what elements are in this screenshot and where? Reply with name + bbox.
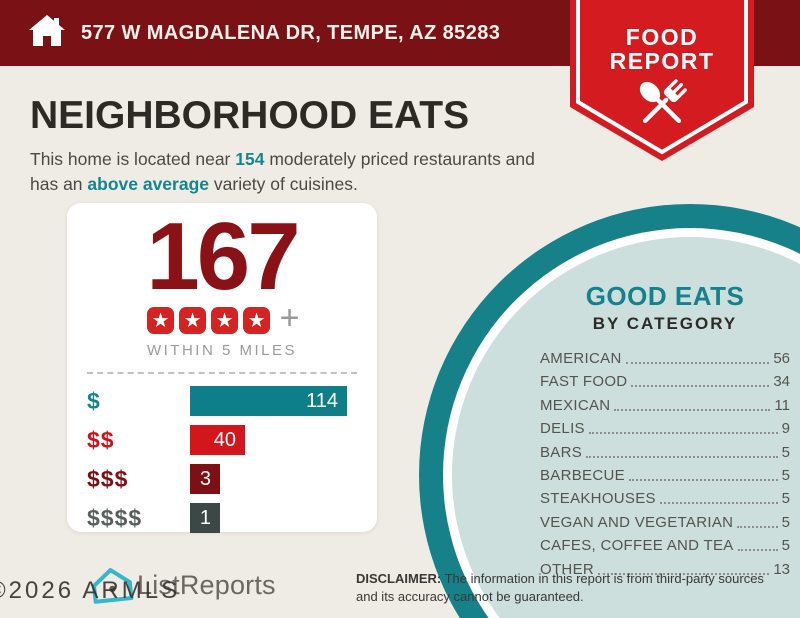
restaurant-count-card: 167 ★ ★ ★ ★ + WITHIN 5 MILES $ 114 $$ 40… (67, 203, 377, 534)
price-tier-label: $$$$ (87, 504, 143, 531)
bar-value: 1 (199, 506, 211, 529)
category-leader (631, 385, 770, 388)
page-title: NEIGHBORHOOD EATS (30, 94, 470, 137)
category-value: 5 (781, 513, 790, 531)
disclaimer-label: DISCLAIMER: (356, 571, 442, 586)
bar-value: 40 (213, 428, 236, 451)
category-leader (598, 572, 770, 575)
category-value: 56 (773, 350, 790, 367)
bar: 40 (190, 425, 245, 456)
bar-row: $$$$ 1 (87, 503, 377, 534)
category-leader (737, 525, 778, 528)
category-row: STEAKHOUSES 5 (540, 490, 790, 507)
category-leader (614, 408, 771, 411)
category-label: VEGAN AND VEGETARIAN (540, 513, 734, 531)
intro-text: This home is located near 154 moderately… (30, 147, 560, 197)
category-value: 5 (781, 537, 790, 555)
intro-pre: This home is located near (30, 149, 236, 169)
category-list: AMERICAN 56 FAST FOOD 34 MEXICAN 11 DELIS 9 … (540, 350, 790, 578)
category-value: 5 (781, 443, 790, 461)
category-row: AMERICAN 56 (540, 350, 790, 367)
price-tier-label: $$ (87, 426, 115, 453)
bar-row: $$ 40 (87, 425, 377, 456)
category-label: AMERICAN (540, 350, 622, 367)
category-leader (625, 362, 770, 364)
bar-row: $$$ 3 (87, 464, 377, 495)
price-tier-bar-chart: $ 114 $$ 40 $$$ 3 $$$$ 1 (87, 386, 377, 534)
good-eats-subtitle: BY CATEGORY (592, 314, 738, 333)
category-row: CAFES, COFFEE AND TEA 5 (540, 537, 790, 554)
good-eats-panel: GOOD EATS BY CATEGORY AMERICAN 56 FAST FO… (540, 281, 790, 584)
category-row: BARS 5 (540, 444, 790, 461)
star-icon: ★ (147, 306, 175, 334)
intro-count: 154 (235, 149, 265, 169)
category-value: 5 (781, 490, 790, 508)
intro-highlight: above average (87, 173, 210, 194)
listreports-logo: ListReports (90, 566, 276, 604)
plus-icon: + (279, 299, 300, 338)
category-value: 9 (781, 420, 790, 438)
category-row: MEXICAN 11 (540, 397, 790, 414)
category-value: 11 (774, 396, 790, 414)
utensils-icon (639, 79, 687, 124)
category-label: MEXICAN (540, 396, 611, 414)
total-count: 167 (146, 203, 300, 310)
price-tier-label: $$$ (87, 465, 129, 492)
bar-value: 3 (199, 467, 211, 490)
property-address: 577 W MAGDALENA DR, TEMPE, AZ 85283 (81, 21, 501, 44)
category-leader (659, 502, 778, 505)
category-label: BARBECUE (540, 466, 625, 484)
category-label: BARS (540, 443, 583, 461)
category-leader (586, 455, 778, 458)
category-value: 34 (773, 373, 790, 391)
intro-mid: moderately priced restaurants and has an (30, 149, 535, 194)
food-report-badge: FOOD REPORT (570, 0, 754, 166)
category-label: CAFES, COFFEE AND TEA (540, 537, 734, 555)
listreports-house-icon (91, 568, 134, 604)
category-label: STEAKHOUSES (540, 490, 656, 508)
home-icon (28, 14, 66, 53)
star-icon: ★ (211, 306, 239, 334)
bar-value: 114 (306, 389, 338, 412)
category-row: DELIS 9 (540, 420, 790, 437)
category-label: OTHER (540, 560, 594, 578)
badge-shape (570, 0, 754, 161)
badge-title-line2: REPORT (609, 48, 715, 75)
bar: 3 (190, 464, 220, 495)
category-value: 5 (781, 466, 790, 484)
star-rating: ★ ★ ★ ★ + (67, 301, 377, 335)
bar: 1 (190, 503, 220, 534)
disclaimer-text: The information in this report is from t… (356, 571, 764, 605)
badge-title-line1: FOOD (625, 24, 699, 50)
star-icon: ★ (179, 306, 207, 334)
category-row: VEGAN AND VEGETARIAN 5 (540, 514, 790, 531)
category-label: DELIS (540, 420, 585, 438)
armls-watermark: ©2026 ARMLS (0, 577, 181, 604)
intro-post: variety of cuisines. (209, 173, 358, 194)
category-leader (628, 478, 778, 481)
dashed-divider (87, 372, 357, 375)
category-leader (588, 432, 778, 435)
category-row: FAST FOOD 34 (540, 373, 790, 390)
bar: 114 (190, 386, 347, 417)
good-eats-title: GOOD EATS (585, 281, 745, 311)
badge-title: FOOD REPORT (570, 25, 754, 73)
category-row: OTHER 13 (540, 561, 790, 578)
category-leader (737, 549, 778, 552)
category-label: FAST FOOD (540, 373, 628, 391)
price-tier-label: $ (87, 387, 101, 414)
category-value: 13 (773, 560, 790, 578)
radius-label: WITHIN 5 MILES (146, 342, 297, 360)
category-row: BARBECUE 5 (540, 467, 790, 484)
bar-row: $ 114 (87, 386, 377, 417)
disclaimer: DISCLAIMER: The information in this repo… (356, 570, 788, 606)
logo-text: ListReports (137, 569, 276, 600)
star-icon: ★ (243, 306, 271, 334)
